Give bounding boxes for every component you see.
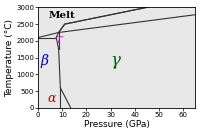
Text: T: T [55,36,62,45]
Text: α: α [47,92,56,105]
X-axis label: Pressure (GPa): Pressure (GPa) [84,120,150,129]
Text: Melt: Melt [49,11,76,20]
Text: γ: γ [110,53,120,69]
Y-axis label: Temperature (°C): Temperature (°C) [5,19,14,97]
Text: β: β [41,54,49,68]
